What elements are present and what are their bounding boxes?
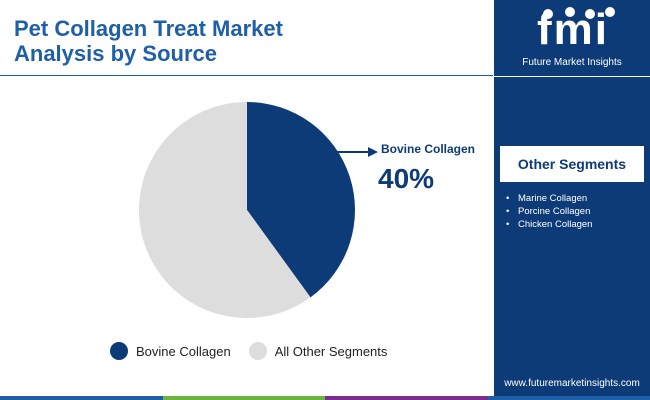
fmi-logo-icon: fmi [537, 6, 615, 48]
pie-chart [138, 102, 378, 318]
footer-color-bar [0, 396, 650, 400]
other-segments-heading: Other Segments [500, 146, 644, 182]
legend-label-other: All Other Segments [274, 343, 388, 359]
title-line-1: Pet Collagen Treat Market [14, 16, 283, 41]
title-divider [0, 75, 493, 76]
legend-item-other: All Other Segments [248, 342, 388, 360]
legend-swatch-bovine [110, 342, 128, 360]
callout-label: Bovine Collagen [381, 142, 476, 156]
list-item: Marine Collagen [506, 192, 592, 205]
chart-legend: Bovine Collagen All Other Segments [110, 342, 405, 360]
footer-bar-segment [325, 396, 488, 400]
pie-slices [138, 102, 355, 318]
legend-swatch-other [248, 342, 267, 360]
other-segments-list: Marine Collagen Porcine Collagen Chicken… [506, 192, 592, 231]
page-title: Pet Collagen Treat Market Analysis by So… [14, 16, 414, 66]
footer-bar-segment [487, 396, 650, 400]
list-item: Porcine Collagen [506, 205, 592, 218]
callout-value: 40% [378, 163, 435, 194]
title-line-2: Analysis by Source [14, 41, 217, 66]
footer-bar-segment [0, 396, 163, 400]
website-link[interactable]: www.futuremarketinsights.com [504, 378, 640, 389]
callout-arrow [336, 147, 378, 157]
legend-item-bovine: Bovine Collagen [110, 342, 231, 360]
brand-name: Future Market Insights [522, 57, 622, 68]
pie-slice-all-other-segments [138, 102, 311, 318]
brand-panel: fmi Future Market Insights Other Segment… [494, 0, 650, 396]
list-item: Chicken Collagen [506, 218, 592, 231]
panel-divider [494, 76, 650, 77]
pie-slice-bovine-collagen [247, 102, 355, 298]
pie-chart-area [0, 76, 493, 396]
legend-label-bovine: Bovine Collagen [136, 343, 231, 359]
footer-bar-segment [162, 396, 325, 400]
